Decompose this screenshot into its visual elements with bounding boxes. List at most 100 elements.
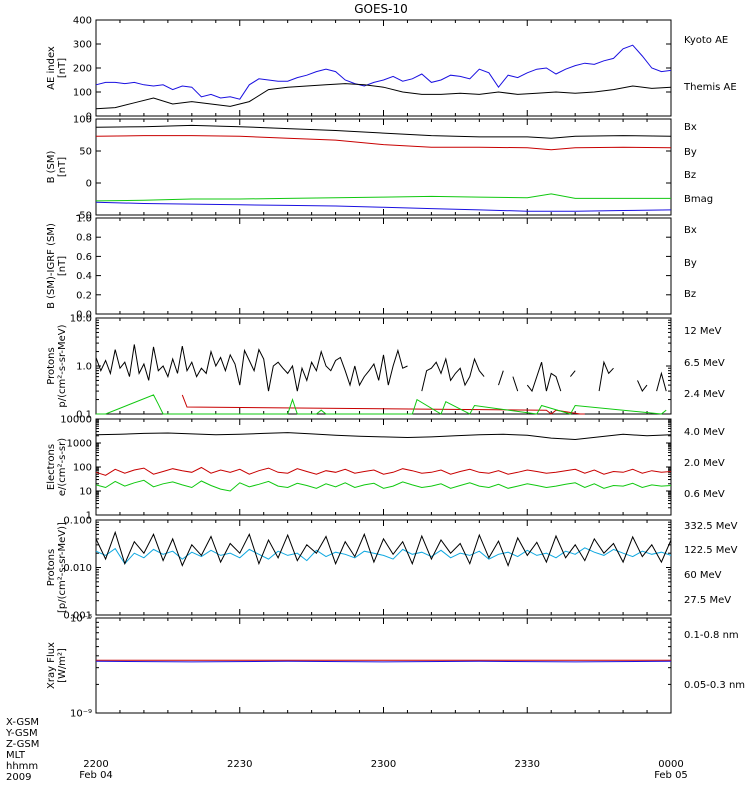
y-tick-label: 10 xyxy=(79,487,92,498)
date-label: Feb 05 xyxy=(654,770,688,781)
legend-label: 4.0 MeV xyxy=(684,427,725,438)
time-row-label: Z-GSM xyxy=(6,739,39,750)
y-tick-label: 400 xyxy=(73,16,92,27)
y-axis-label: Protons xyxy=(46,549,57,586)
y-axis-label: [nT] xyxy=(57,58,68,78)
y-tick-label: 100 xyxy=(73,115,92,126)
y-tick-label: 100 xyxy=(73,463,92,474)
series-line-by xyxy=(95,193,671,202)
y-tick-label: 0 xyxy=(86,112,92,123)
legend-label: Bx xyxy=(684,225,697,236)
y-tick-label: 0.4 xyxy=(76,271,92,282)
series-line-12-mev xyxy=(181,394,585,415)
y-tick-label: 1.0 xyxy=(76,214,92,225)
series-line-2-4-mev xyxy=(95,344,667,393)
y-tick-label: 100 xyxy=(73,88,92,99)
panel-xray: 10⁻⁹ 10⁻⁸ Xray Flux [W/m²] 0.1-0.8 nm 0.05-0.… xyxy=(46,614,745,720)
y-tick-label: 10⁻⁸ xyxy=(70,614,92,625)
series-line-bz xyxy=(95,135,672,151)
panel-frame xyxy=(95,519,672,616)
panel-protons: 0.1 1.0 10.0 Protons p/(cm²-s-sr-MeV) 12 MeV 6… xyxy=(46,314,725,421)
y-axis-label: [W/m²] xyxy=(57,648,68,683)
panel-bdiff: 0.0 0.2 0.4 0.6 0.8 1.0 B (SM)-IGRF (SM) [nT] Bx… xyxy=(46,214,697,321)
legend-label: Kyoto AE xyxy=(684,35,728,46)
y-tick-label: 0.0 xyxy=(76,310,92,321)
y-tick-label: 10000 xyxy=(60,415,92,426)
series-line-bmag xyxy=(95,124,672,139)
time-row-label: hhmm xyxy=(6,761,38,772)
y-axis-label: [nT] xyxy=(57,157,68,177)
y-tick-label: 0.001 xyxy=(63,611,92,622)
series-line-0-05-0-3-nm xyxy=(95,660,672,663)
panel-protons2: 0.001 0.010 0.100 Protons [p/(cm²-s-sr-MeV)]… xyxy=(46,516,738,622)
y-tick-label: 10⁻⁹ xyxy=(70,709,92,720)
legend-label: 0.1-0.8 nm xyxy=(684,630,739,641)
legend-label: 60 MeV xyxy=(684,570,722,581)
legend-label: 122.5 MeV xyxy=(684,545,738,556)
panel-b: -50 0 50 100 B (SM) [nT] Bx By Bz Bmag xyxy=(46,115,713,222)
y-axis-label: [p/(cm²-s-sr-MeV)] xyxy=(57,522,68,613)
legend-label: Bz xyxy=(684,289,696,300)
y-axis-label: AE index xyxy=(46,46,57,90)
series-line-4-0-mev xyxy=(95,466,672,476)
y-tick-label: 200 xyxy=(73,64,92,75)
time-row-label: Y-GSM xyxy=(5,728,38,739)
legend-label: Bmag xyxy=(684,194,713,205)
legend-label: By xyxy=(684,258,697,269)
y-tick-label: 0.100 xyxy=(63,516,92,527)
y-tick-label: 10.0 xyxy=(70,314,92,325)
y-tick-label: 1 xyxy=(86,511,92,522)
x-tick-label: 2300 xyxy=(371,759,396,770)
y-tick-label: 1000 xyxy=(67,439,92,450)
legend-label: 0.6 MeV xyxy=(684,489,725,500)
legend-label: 27.5 MeV xyxy=(684,595,731,606)
y-tick-label: -50 xyxy=(76,211,92,222)
legend-label: Bz xyxy=(684,170,696,181)
y-tick-label: 50 xyxy=(79,147,92,158)
legend-label: Bx xyxy=(684,122,697,133)
panel-electrons: 1 10 100 1000 10000 Electrons e/(cm²-s-sr) 4.0 … xyxy=(46,415,725,522)
date-label: Feb 04 xyxy=(79,770,113,781)
legend-label: 12 MeV xyxy=(684,326,722,337)
series-line-60-mev xyxy=(95,547,672,565)
panel-frame xyxy=(95,317,672,415)
y-tick-label: 300 xyxy=(73,40,92,51)
x-tick-label: 2230 xyxy=(227,759,252,770)
series-line-6-5-mev xyxy=(96,394,667,415)
legend-label: 2.0 MeV xyxy=(684,458,725,469)
y-tick-label: 0.2 xyxy=(76,290,92,301)
series-line-0-6-mev xyxy=(95,432,672,441)
y-axis-label: B (SM)-IGRF (SM) xyxy=(46,223,57,309)
series-line-kyoto-ae xyxy=(95,44,672,100)
legend-label: Themis AE xyxy=(683,82,737,93)
x-tick-label: 2330 xyxy=(515,759,540,770)
panel-frame xyxy=(95,617,672,714)
y-tick-label: 0 xyxy=(86,179,92,190)
y-tick-label: 0.1 xyxy=(76,410,92,421)
y-axis-label: Protons xyxy=(46,347,57,384)
panel-frame xyxy=(95,217,672,315)
legend-label: 6.5 MeV xyxy=(684,358,725,369)
x-tick-label: 0000 xyxy=(658,759,683,770)
y-tick-label: 0.6 xyxy=(76,252,92,263)
y-axis-label: e/(cm²-s-sr) xyxy=(57,438,68,496)
time-row-label: X-GSM xyxy=(6,717,39,728)
x-tick-label: 2200 xyxy=(83,759,108,770)
y-tick-label: 1.0 xyxy=(76,362,92,373)
series-line-themis-ae xyxy=(95,83,672,110)
time-row-label: 2009 xyxy=(6,772,31,783)
legend-label: By xyxy=(684,147,697,158)
chart-title: GOES-10 xyxy=(354,2,408,16)
y-axis-label: B (SM) xyxy=(46,150,57,183)
legend-label: 0.05-0.3 nm xyxy=(684,680,745,691)
y-axis-label: [nT] xyxy=(57,256,68,276)
y-axis-label: p/(cm²-s-sr-MeV) xyxy=(57,324,68,407)
legend-label: 332.5 MeV xyxy=(684,521,738,532)
y-tick-label: 0.010 xyxy=(63,563,92,574)
series-line-2-0-mev xyxy=(95,479,672,492)
series-line-bx xyxy=(95,201,672,212)
y-tick-label: 0.8 xyxy=(76,233,92,244)
y-axis-label: Electrons xyxy=(46,444,57,490)
